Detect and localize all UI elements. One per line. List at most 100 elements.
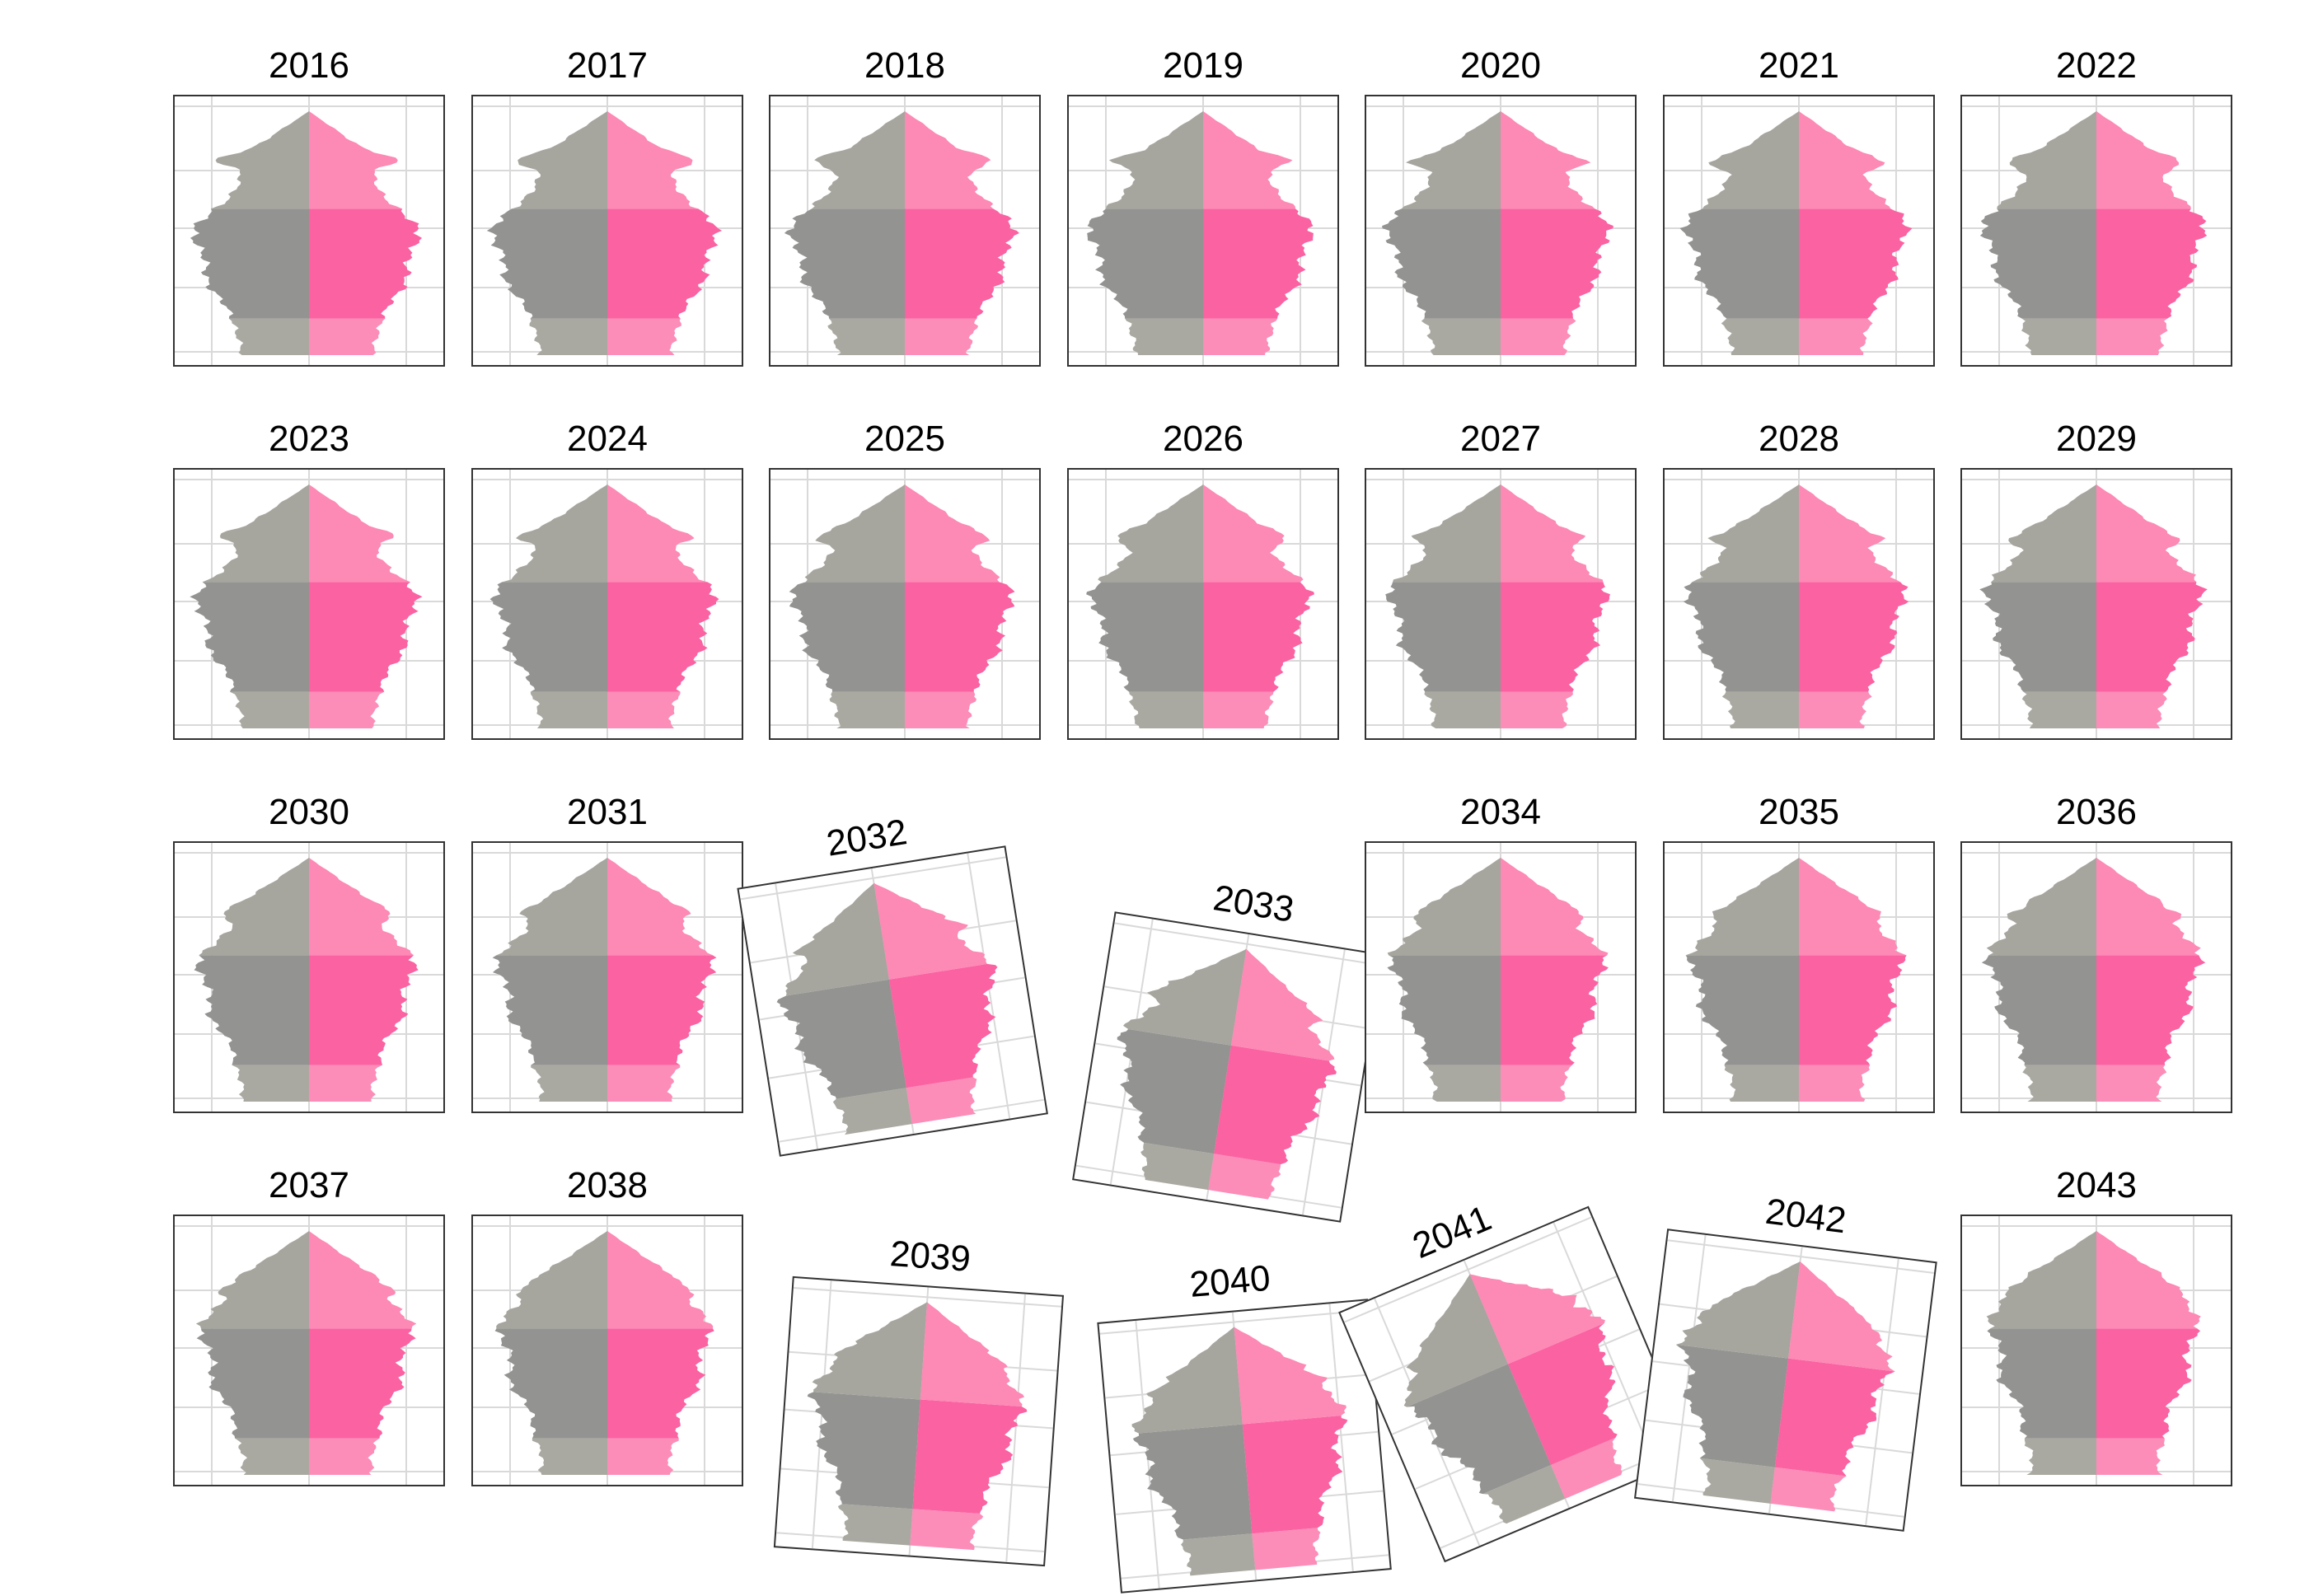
female-young-area [309,318,386,355]
pyramid-svg [1962,96,2231,365]
male-working-area [1117,1028,1232,1154]
male-young-area [2021,691,2096,728]
panel-title: 2022 [2056,45,2137,86]
male-young-area [2022,1065,2096,1102]
pyramid-svg [1665,96,1933,365]
female-old-area [607,111,699,209]
female-working-area [309,955,419,1065]
male-young-area [1421,318,1501,355]
female-old-area [873,882,987,980]
male-old-area [1401,111,1501,209]
male-old-area [804,484,905,583]
pyramid-panel: 2025 [769,414,1041,742]
male-old-area [1675,1261,1801,1359]
female-young-area [1501,1065,1572,1102]
female-old-area [1799,484,1901,583]
male-working-area [784,208,905,319]
pyramid-svg [770,96,1039,365]
female-old-area [1501,484,1604,583]
pyramid-svg [1962,470,2231,738]
panel-title: 2035 [1759,792,1839,832]
male-working-area [190,582,309,692]
panel-title: 2037 [269,1165,349,1205]
male-working-area [1979,582,2096,692]
male-young-area [235,1438,309,1475]
female-old-area [607,1231,714,1329]
female-old-area [920,1302,1025,1407]
male-old-area [496,858,607,956]
female-old-area [309,484,410,583]
pyramid-svg [770,470,1039,738]
male-old-area [496,1231,607,1329]
pyramid-svg [473,470,742,738]
male-old-area [1131,1327,1243,1434]
male-young-area [1724,1065,1799,1102]
male-old-area [502,484,607,583]
male-working-area [789,582,905,692]
female-old-area [2096,111,2191,209]
female-old-area [2096,484,2197,583]
male-old-area [1997,111,2096,209]
male-working-area [190,208,309,319]
male-young-area [837,1504,913,1546]
female-working-area [1799,955,1907,1065]
male-old-area [1123,948,1247,1046]
male-working-area [1981,955,2096,1065]
plot-area [1338,1205,1695,1563]
female-old-area [309,1231,417,1329]
male-old-area [1702,111,1799,209]
male-old-area [1692,484,1799,583]
male-working-area [196,1328,309,1439]
female-young-area [1799,318,1873,355]
plot-area [1663,841,1935,1113]
pyramid-panel: 2041 [1318,1157,1696,1565]
male-old-area [202,484,309,583]
female-working-area [607,582,719,692]
male-old-area [511,111,607,209]
pyramid-svg [1962,843,2231,1112]
gridline-vertical [1865,1258,1899,1526]
pyramid-svg [1343,1216,1688,1549]
male-young-area [829,691,905,728]
gridline-horizontal [793,1286,1062,1308]
female-young-area [1501,318,1576,355]
male-young-area [1721,691,1799,728]
female-young-area [309,691,385,728]
pyramid-svg [473,1216,742,1485]
female-young-area [309,1065,382,1102]
panel-title: 2024 [567,419,648,459]
plot-area [471,1215,743,1486]
female-young-area [1799,691,1872,728]
male-working-area [494,1328,607,1439]
female-old-area [607,484,708,583]
male-old-area [1991,484,2096,583]
female-young-area [607,1065,681,1102]
male-working-area [776,979,906,1099]
male-working-area [1979,208,2096,319]
female-working-area [309,208,423,319]
female-working-area [1507,1322,1618,1466]
female-young-area [607,1438,679,1475]
male-old-area [1986,858,2096,956]
female-old-area [309,111,403,209]
female-young-area [1799,1065,1871,1102]
plot-area [1365,95,1637,367]
gridline-horizontal [1343,1216,1592,1323]
male-working-area [486,208,607,319]
male-working-area [1987,1328,2096,1439]
plot-area [1663,95,1935,367]
female-working-area [2096,582,2208,692]
pyramid-svg [1069,470,1337,738]
male-old-area [211,111,309,209]
pyramid-panel: 2027 [1365,414,1637,742]
pyramid-svg [1075,919,1380,1215]
panel-title: 2043 [2056,1165,2137,1205]
pyramid-svg [175,1216,443,1485]
female-working-area [1799,582,1909,692]
male-old-area [1387,858,1501,956]
female-old-area [1234,1327,1346,1425]
female-young-area [2096,691,2167,728]
panel-title: 2017 [567,45,648,86]
pyramid-panel: 2032 [728,793,1048,1159]
panel-title: 2026 [1163,419,1243,459]
